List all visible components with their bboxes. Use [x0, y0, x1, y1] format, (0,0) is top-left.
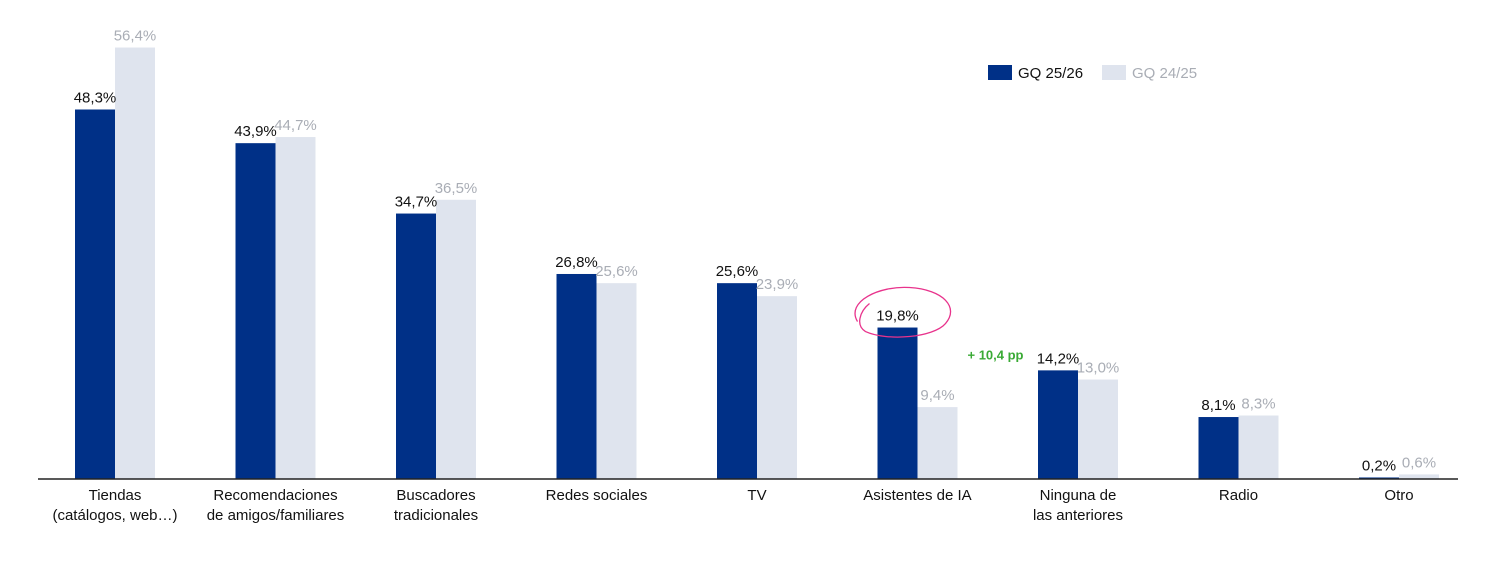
bar-previous-8: [1399, 474, 1439, 479]
category-label-4: TV: [747, 487, 766, 504]
value-label-current-0: 48,3%: [74, 90, 117, 107]
bar-previous-3: [596, 283, 637, 479]
bars-layer: [75, 47, 1439, 480]
category-label-5: Asistentes de IA: [863, 487, 971, 504]
bar-current-3: [556, 273, 597, 479]
category-labels-layer: Tiendas (catálogos, web…) Recomendaciones d…: [52, 487, 1413, 524]
value-label-current-7: 8,1%: [1201, 397, 1235, 414]
category-label-0: Tiendas (catálogos, web…): [52, 487, 177, 524]
highlight-circle: [854, 286, 952, 338]
value-label-current-4: 25,6%: [716, 263, 759, 280]
bar-current-6: [1038, 370, 1078, 479]
bar-current-4: [717, 283, 757, 479]
category-label-3: Redes sociales: [546, 487, 648, 504]
value-label-current-6: 14,2%: [1037, 350, 1080, 367]
annotations-layer: + 10,4 pp: [854, 286, 1024, 363]
bar-previous-0: [115, 47, 155, 479]
legend-label-0: GQ 25/26: [1018, 65, 1083, 82]
bar-current-2: [396, 213, 436, 480]
bar-current-8: [1359, 477, 1399, 479]
bar-previous-1: [275, 137, 316, 480]
value-label-current-2: 34,7%: [395, 194, 438, 211]
value-label-current-3: 26,8%: [555, 254, 598, 271]
bar-previous-4: [757, 296, 797, 479]
bar-current-1: [235, 143, 276, 480]
bar-current-5: [877, 327, 918, 479]
value-label-previous-2: 36,5%: [435, 180, 478, 197]
value-label-previous-5: 9,4%: [920, 387, 954, 404]
value-label-current-1: 43,9%: [234, 123, 277, 140]
category-label-1: Recomendaciones de amigos/familiares: [207, 487, 345, 524]
value-label-current-8: 0,2%: [1362, 457, 1396, 474]
bar-previous-7: [1238, 415, 1279, 479]
value-label-previous-1: 44,7%: [274, 117, 317, 134]
legend-label-1: GQ 24/25: [1132, 65, 1197, 82]
bar-current-7: [1198, 417, 1239, 479]
value-label-previous-6: 13,0%: [1077, 360, 1120, 377]
bar-previous-5: [917, 407, 958, 479]
category-label-6: Ninguna de las anteriores: [1033, 487, 1123, 524]
value-label-current-5: 19,8%: [876, 308, 919, 325]
value-label-previous-0: 56,4%: [114, 28, 157, 45]
category-label-2: Buscadores tradicionales: [394, 487, 478, 524]
value-label-previous-3: 25,6%: [595, 263, 638, 280]
bar-previous-2: [436, 199, 476, 479]
bar-current-0: [75, 109, 115, 479]
legend-swatch-1: [1102, 65, 1126, 80]
value-label-previous-7: 8,3%: [1241, 396, 1275, 413]
legend: GQ 25/26 GQ 24/25: [988, 65, 1197, 82]
value-label-previous-4: 23,9%: [756, 276, 799, 293]
bar-previous-6: [1078, 379, 1118, 479]
value-label-previous-8: 0,6%: [1402, 454, 1436, 471]
category-label-8: Otro: [1384, 487, 1413, 504]
value-labels-layer: 48,3%56,4%43,9%44,7%34,7%36,5%26,8%25,6%…: [74, 28, 1436, 475]
difference-annotation: + 10,4 pp: [968, 348, 1024, 363]
category-label-7: Radio: [1219, 487, 1258, 504]
legend-swatch-0: [988, 65, 1012, 80]
